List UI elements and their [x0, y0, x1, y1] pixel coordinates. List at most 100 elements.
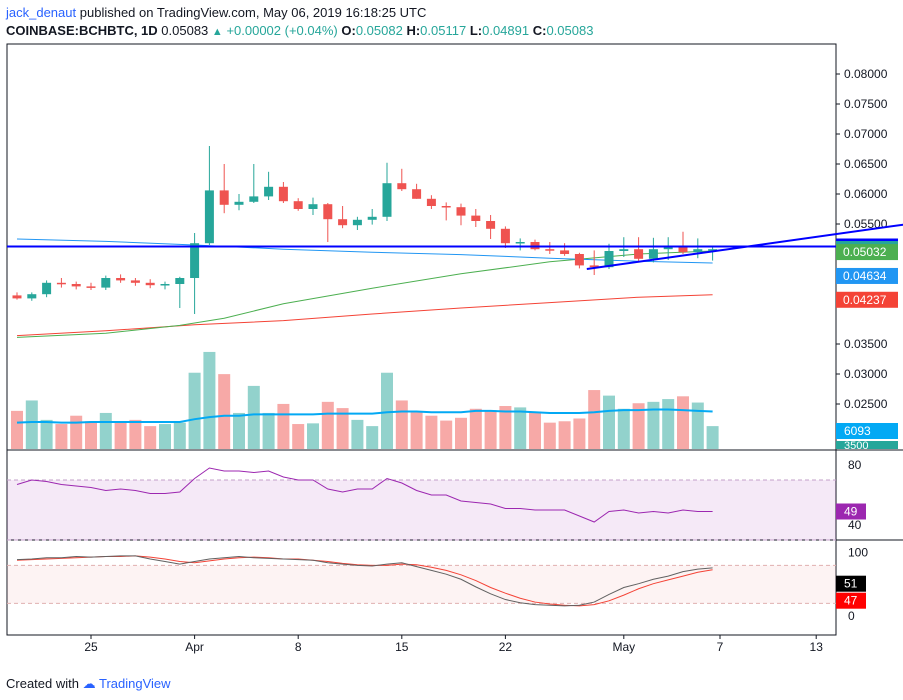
stoch-tick-label: 100 [848, 546, 868, 560]
x-tick-label: 13 [810, 640, 824, 654]
volume-bar [677, 396, 689, 449]
candle-body [456, 207, 466, 216]
volume-bar [469, 408, 482, 449]
volume-bar [144, 426, 157, 449]
candle-body [130, 280, 140, 283]
stoch-d-value-bg [836, 592, 866, 609]
stoch-k-line [16, 555, 713, 607]
ma-red-line [16, 294, 713, 337]
volume-bar [188, 372, 201, 449]
publish-line: jack_denaut published on TradingView.com… [6, 4, 896, 22]
candle-body [116, 278, 126, 281]
volume-bar [706, 426, 719, 449]
candle-body [648, 249, 658, 259]
x-tick-label: Apr [185, 640, 204, 654]
volume-bar [573, 418, 586, 449]
candle-body [486, 221, 496, 229]
candle-body [352, 219, 362, 226]
tradingview-brand[interactable]: TradingView [99, 676, 171, 691]
volume-bar [203, 351, 216, 449]
stoch-k-value: 51 [844, 577, 858, 591]
price-label: 0.04634 [843, 269, 887, 283]
volume-bar [632, 403, 645, 449]
published-text: published on TradingView.com, May 06, 20… [79, 5, 427, 20]
y-tick-label: 0.07000 [844, 127, 888, 141]
candle-body [308, 204, 318, 209]
candle-body [663, 246, 673, 250]
volume-sma-label: 6093 [844, 424, 871, 438]
rsi-tick-label: 80 [848, 458, 862, 472]
candle-body [204, 190, 214, 244]
candle-body [589, 265, 599, 268]
y-tick-label: 0.05500 [844, 217, 888, 231]
volume-bar [277, 403, 290, 449]
x-tick-label: 15 [395, 640, 409, 654]
candle-body [574, 254, 584, 266]
volume-bar [233, 412, 245, 449]
price-label-bg [836, 267, 898, 284]
high-label: H: [406, 23, 421, 38]
volume-bar [247, 385, 260, 449]
low-label: L: [469, 23, 483, 38]
candle-body [338, 219, 348, 226]
candle-body [160, 284, 170, 286]
y-tick-label: 0.06000 [844, 187, 888, 201]
candle-body [382, 183, 392, 217]
symbol-label: COINBASE:BCHBTC, 1D [6, 23, 158, 38]
volume-bar [647, 401, 660, 449]
volume-label-bg [836, 423, 898, 439]
candle-body [175, 278, 185, 284]
price-label-bg [836, 244, 898, 261]
candle-body [500, 228, 510, 244]
candle-body [101, 278, 111, 288]
volume-bar [85, 421, 97, 449]
rsi-value-bg [836, 503, 866, 520]
volume-bar [218, 374, 231, 449]
ohlc-line: COINBASE:BCHBTC, 1D 0.05083 ▲ +0.00002 (… [6, 22, 896, 40]
volume-bar [588, 390, 601, 449]
x-tick-label: 22 [499, 640, 513, 654]
tradingview-logo-icon: ☁ [82, 676, 96, 691]
candle-body [323, 204, 333, 220]
volume-bar [55, 424, 68, 449]
candle-body [86, 286, 96, 288]
volume-bar [40, 419, 53, 449]
volume-bar [691, 402, 704, 449]
stoch-band [7, 565, 836, 604]
candle-body [190, 243, 200, 278]
candle-body [412, 189, 422, 199]
volume-bar [514, 407, 527, 449]
price-label: 0.04237 [843, 293, 887, 307]
candle-body [441, 206, 451, 208]
volume-bar [366, 426, 379, 449]
x-tick-label: 8 [295, 640, 302, 654]
volume-bar [381, 372, 393, 449]
price-label-bg [836, 291, 898, 308]
y-tick-label: 0.08000 [844, 67, 888, 81]
candle-body [634, 249, 644, 259]
change-value: +0.00002 (+0.04%) [226, 23, 338, 38]
candle-body [471, 215, 481, 221]
x-tick-label: 25 [84, 640, 98, 654]
open-value: 0.05082 [355, 23, 403, 38]
volume-bar [440, 420, 453, 449]
candle-body [560, 250, 570, 254]
rsi-line [16, 467, 713, 523]
candle-body [56, 282, 66, 285]
stoch-tick-label: 0 [848, 609, 855, 623]
chart-canvas[interactable]: 0.08000 0.07500 0.07000 0.06500 0.06000 0.055… [0, 40, 903, 670]
volume-bar [114, 422, 127, 449]
candle-body [426, 198, 436, 206]
footer: Created with ☁ TradingView [6, 673, 171, 695]
rsi-band [7, 480, 836, 540]
candle-body [249, 196, 259, 202]
candle-body [397, 183, 407, 190]
candle-body [293, 201, 303, 209]
volume-bar [321, 401, 334, 449]
volume-bar [617, 408, 630, 449]
stoch-d-value: 47 [844, 594, 858, 608]
author-link[interactable]: jack_denaut [6, 5, 77, 20]
open-label: O: [341, 23, 356, 38]
trend-line [586, 223, 903, 270]
candle-body [12, 295, 22, 299]
